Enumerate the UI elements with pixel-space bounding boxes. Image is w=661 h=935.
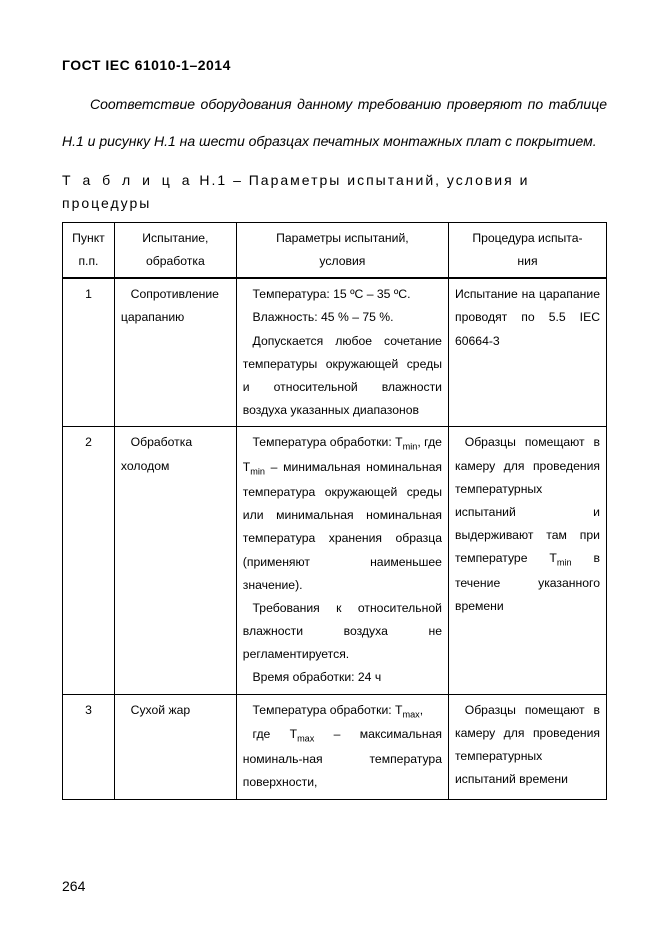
table-caption: Т а б л и ц а H.1 – Параметры испытаний,…	[62, 169, 607, 214]
r3-cond-b: ,	[420, 703, 423, 717]
th-proc-l2: ния	[455, 250, 600, 273]
parameters-table: Пункт п.п. Испытание, обработка Параметр…	[62, 222, 607, 800]
cell-num-2: 2	[63, 427, 115, 694]
r2-cond-main: Температура обработки: Tmin, где Tmin – …	[243, 431, 442, 597]
cell-num-3: 3	[63, 694, 115, 799]
caption-prefix: Т а б л и ц а	[62, 172, 194, 188]
cell-cond-1: Температура: 15 ºС – 35 ºС. Влажность: 4…	[236, 278, 448, 427]
tmin-sub-icon: min	[403, 442, 418, 452]
r2-cond-e: Время обработки: 24 ч	[243, 666, 442, 689]
cell-num-1: 1	[63, 278, 115, 427]
th-test: Испытание, обработка	[114, 222, 236, 278]
th-num: Пункт п.п.	[63, 222, 115, 278]
page: ГОСТ IEC 61010-1–2014 Соответствие обору…	[0, 0, 661, 935]
cell-cond-3: Температура обработки: Tmax, где Tmax – …	[236, 694, 448, 799]
intro-paragraph: Соответствие оборудования данному требов…	[62, 86, 607, 159]
r2-cond-c: – минимальная номинальная температура ок…	[243, 460, 442, 592]
table-row: 2 Обработка холодом Температура обработк…	[63, 427, 607, 694]
cell-proc-3: Образцы помещают в камеру для проведения…	[448, 694, 606, 799]
th-test-l2: обработка	[121, 250, 230, 273]
r2-cond-a: Температура обработки: T	[253, 435, 403, 449]
r3-cond-c: где T	[253, 727, 298, 741]
tmin-sub-icon: min	[250, 467, 265, 477]
r1-cond-c: Допускается любое сочетание температуры …	[243, 330, 442, 423]
page-number: 264	[62, 875, 85, 897]
r2-proc-a: Образцы помещают в камеру для проведения…	[455, 435, 600, 565]
th-cond-l1: Параметры испытаний,	[243, 227, 442, 250]
tmin-sub-icon: min	[557, 558, 572, 568]
cell-proc-2: Образцы помещают в камеру для проведения…	[448, 427, 606, 694]
r1-cond-a: Температура: 15 ºС – 35 ºС.	[243, 283, 442, 306]
r3-cond-line1: Температура обработки: Tmax,	[243, 699, 442, 724]
cell-test-2: Обработка холодом	[114, 427, 236, 694]
th-proc: Процедура испыта- ния	[448, 222, 606, 278]
cell-test-1: Сопротивление царапанию	[114, 278, 236, 427]
th-num-l2: п.п.	[69, 250, 108, 273]
cell-proc-1: Испытание на царапание проводят по 5.5 I…	[448, 278, 606, 427]
cell-test-3: Сухой жар	[114, 694, 236, 799]
r2-cond-d: Требования к относительной влажности воз…	[243, 597, 442, 667]
th-test-l1: Испытание,	[121, 227, 230, 250]
r3-cond-a: Температура обработки: T	[253, 703, 403, 717]
table-row: 1 Сопротивление царапанию Температура: 1…	[63, 278, 607, 427]
document-header: ГОСТ IEC 61010-1–2014	[62, 54, 607, 76]
th-cond: Параметры испытаний, условия	[236, 222, 448, 278]
table-row: 3 Сухой жар Температура обработки: Tmax,…	[63, 694, 607, 799]
tmax-sub-icon: max	[403, 709, 420, 719]
tmax-sub-icon: max	[297, 734, 314, 744]
th-proc-l1: Процедура испыта-	[455, 227, 600, 250]
r1-cond-b: Влажность: 45 % – 75 %.	[243, 306, 442, 329]
th-cond-l2: условия	[243, 250, 442, 273]
cell-cond-2: Температура обработки: Tmin, где Tmin – …	[236, 427, 448, 694]
r3-cond-line2: где Tmax – максимальная номиналь-ная тем…	[243, 723, 442, 794]
th-num-l1: Пункт	[69, 227, 108, 250]
